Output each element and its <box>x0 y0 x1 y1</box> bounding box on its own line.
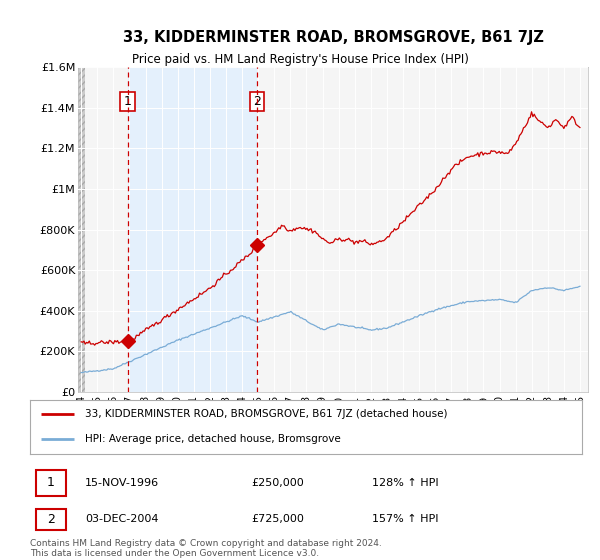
FancyBboxPatch shape <box>35 508 66 530</box>
Text: Contains HM Land Registry data © Crown copyright and database right 2024.
This d: Contains HM Land Registry data © Crown c… <box>30 539 382 558</box>
Text: 2: 2 <box>253 95 261 108</box>
Title: 33, KIDDERMINSTER ROAD, BROMSGROVE, B61 7JZ: 33, KIDDERMINSTER ROAD, BROMSGROVE, B61 … <box>122 30 544 45</box>
Text: £725,000: £725,000 <box>251 515 304 524</box>
Text: 2: 2 <box>47 513 55 526</box>
Text: 33, KIDDERMINSTER ROAD, BROMSGROVE, B61 7JZ (detached house): 33, KIDDERMINSTER ROAD, BROMSGROVE, B61 … <box>85 409 448 419</box>
Text: 15-NOV-1996: 15-NOV-1996 <box>85 478 160 488</box>
Bar <box>128 67 257 392</box>
Bar <box>78 67 85 392</box>
Text: 1: 1 <box>47 477 55 489</box>
Text: 03-DEC-2004: 03-DEC-2004 <box>85 515 158 524</box>
Text: 157% ↑ HPI: 157% ↑ HPI <box>372 515 439 524</box>
Text: Price paid vs. HM Land Registry's House Price Index (HPI): Price paid vs. HM Land Registry's House … <box>131 53 469 66</box>
Text: 128% ↑ HPI: 128% ↑ HPI <box>372 478 439 488</box>
Text: £250,000: £250,000 <box>251 478 304 488</box>
Text: HPI: Average price, detached house, Bromsgrove: HPI: Average price, detached house, Brom… <box>85 433 341 444</box>
Text: 1: 1 <box>124 95 131 108</box>
FancyBboxPatch shape <box>35 470 66 496</box>
